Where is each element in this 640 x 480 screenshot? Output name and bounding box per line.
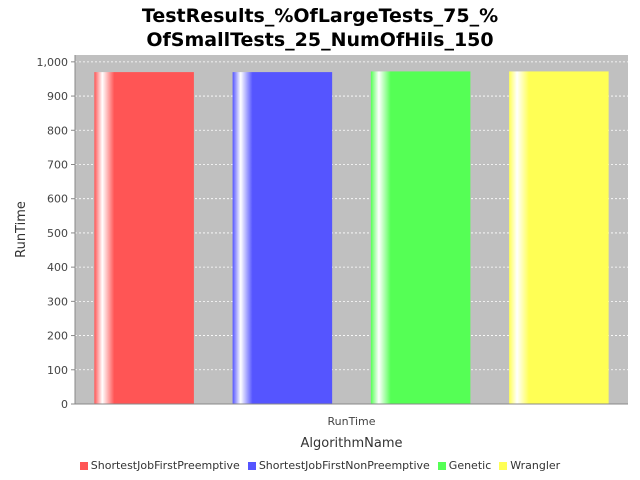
bar-shortestjobfirstpreemptive [94,72,194,404]
legend-label: ShortestJobFirstNonPreemptive [258,459,430,472]
legend-label: Wrangler [510,459,561,472]
y-tick-label: 100 [47,364,68,377]
y-tick-label: 1,000 [37,56,69,69]
chart-title-line-2: OfSmallTests_25_NumOfHils_150 [146,29,494,51]
legend-swatch [499,461,508,470]
y-tick-label: 800 [47,124,68,137]
legend-item: ShortestJobFirstNonPreemptive [247,459,430,472]
legend-label: Genetic [448,459,492,472]
y-tick-label: 300 [47,295,68,308]
x-axis-label: AlgorithmName [300,436,402,451]
y-tick-label: 0 [61,398,68,411]
legend-item: Wrangler [499,459,560,472]
y-tick-label: 700 [47,158,68,171]
legend-swatch [247,461,256,470]
legend-label: ShortestJobFirstPreemptive [90,459,240,472]
legend-swatch [437,461,446,470]
legend: ShortestJobFirstPreemptive ShortestJobFir… [0,459,640,472]
bar-shortestjobfirstnonpreemptive [232,72,333,404]
x-ticks: RunTime [327,415,375,428]
legend-swatch [79,461,88,470]
bars [94,71,609,405]
axes [74,55,628,405]
bar-genetic [370,71,471,405]
y-tick-label: 400 [47,261,68,274]
y-ticks: 0 100 200 300 400 500 600 700 800 900 1,000 [37,56,75,411]
y-tick-label: 600 [47,193,68,206]
y-tick-label: 500 [47,227,68,240]
y-axis-label: RunTime [14,201,29,258]
x-tick-label: RunTime [327,415,375,428]
y-tick-label: 900 [47,90,68,103]
chart-title-line-1: TestResults_%OfLargeTests_75_% [141,5,499,27]
legend-item: ShortestJobFirstPreemptive [79,459,240,472]
chart-title: TestResults_%OfLargeTests_75_% OfSmallTe… [0,4,640,52]
y-tick-label: 200 [47,330,68,343]
bar-wrangler [509,71,609,405]
legend-item: Genetic [437,459,492,472]
